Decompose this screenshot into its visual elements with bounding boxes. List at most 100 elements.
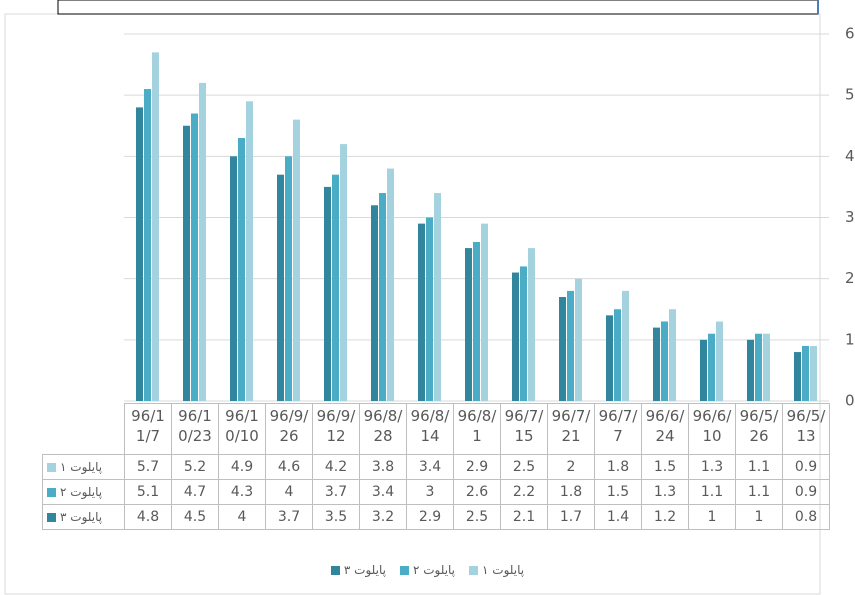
bar [512, 272, 519, 401]
table-value: 0.8 [782, 504, 830, 530]
legend-key [330, 566, 340, 575]
legend-key [47, 513, 56, 522]
x-tick-label: 96/8/28 [359, 403, 407, 455]
table-value: 0.9 [782, 454, 830, 480]
data-table: 96/11/7 96/10/23 96/10/10 96/9/26 96/9/12 96/… [42, 403, 830, 530]
table-value: 3.2 [359, 504, 407, 530]
bar [183, 125, 190, 401]
bar [465, 248, 472, 401]
legend-key [47, 488, 56, 497]
bar [332, 174, 339, 401]
table-value: 4 [218, 504, 266, 530]
table-value: 5.1 [124, 479, 172, 505]
table-value: 2.6 [453, 479, 501, 505]
bar [794, 352, 801, 401]
y-tick-label: 6 [845, 25, 855, 43]
table-value: 2.2 [500, 479, 548, 505]
table-value: 4.2 [312, 454, 360, 480]
bar [653, 327, 660, 401]
clipped-table-strip [57, 0, 819, 15]
series-name: پایلوت ۳ [60, 510, 103, 524]
table-value: 4.7 [171, 479, 219, 505]
bar [340, 144, 347, 401]
x-tick-label: 96/11/7 [124, 403, 172, 455]
table-row: پایلوت ۳ 4.8 4.5 4 3.7 3.5 3.2 2.9 2.5 2.1 1.7 1.4 1… [42, 504, 830, 530]
table-value: 1.8 [547, 479, 595, 505]
table-value: 1.4 [594, 504, 642, 530]
bar [144, 89, 151, 402]
bar [418, 223, 425, 401]
table-header-row: 96/11/7 96/10/23 96/10/10 96/9/26 96/9/12 96/… [43, 403, 830, 455]
table-value: 1.1 [735, 479, 783, 505]
y-tick-label: 1 [845, 330, 855, 348]
table-value: 5.7 [124, 454, 172, 480]
table-value: 0.9 [782, 479, 830, 505]
table-value: 4.5 [171, 504, 219, 530]
table-value: 1.8 [594, 454, 642, 480]
table-value: 1.5 [641, 454, 689, 480]
bar [371, 205, 378, 401]
bar [763, 333, 770, 401]
legend-label: پایلوت ۳ [343, 563, 386, 577]
legend-item: پایلوت ۱ [469, 563, 524, 577]
y-tick-label: 5 [845, 86, 855, 104]
row-label: پایلوت ۳ [42, 504, 125, 530]
table-value: 1.3 [688, 454, 736, 480]
table-value: 4.3 [218, 479, 266, 505]
bar [622, 290, 629, 401]
table-value: 1 [735, 504, 783, 530]
row-label: پایلوت ۲ [42, 479, 125, 505]
bar [669, 309, 676, 401]
table-value: 4.9 [218, 454, 266, 480]
bar [481, 223, 488, 401]
table-value: 5.2 [171, 454, 219, 480]
table-value: 3.4 [359, 479, 407, 505]
bar [285, 156, 292, 401]
x-tick-label: 96/10/10 [218, 403, 266, 455]
table-value: 3.4 [406, 454, 454, 480]
series-name: پایلوت ۱ [60, 460, 103, 474]
x-tick-label: 96/7/21 [547, 403, 595, 455]
legend-item: پایلوت ۳ [330, 563, 386, 577]
legend-key [47, 463, 56, 472]
table-value: 1 [688, 504, 736, 530]
x-tick-label: 96/5/26 [735, 403, 783, 455]
y-tick-label: 2 [845, 269, 855, 287]
legend-key [469, 566, 479, 575]
x-tick-label: 96/7/7 [594, 403, 642, 455]
table-value: 2 [547, 454, 595, 480]
x-tick-label: 96/6/10 [688, 403, 736, 455]
bar [606, 315, 613, 401]
y-tick-label: 4 [845, 147, 855, 165]
bar [520, 266, 527, 401]
table-value: 2.1 [500, 504, 548, 530]
x-tick-label: 96/9/12 [312, 403, 360, 455]
x-tick-label: 96/9/26 [265, 403, 313, 455]
table-value: 1.1 [688, 479, 736, 505]
table-value: 1.2 [641, 504, 689, 530]
bar [661, 321, 668, 401]
y-tick-label: 0 [845, 392, 855, 410]
bar [810, 345, 817, 401]
table-value: 2.9 [406, 504, 454, 530]
bar [426, 217, 433, 401]
table-value: 3.5 [312, 504, 360, 530]
x-tick-label: 96/6/24 [641, 403, 689, 455]
table-row: پایلوت ۱ 5.7 5.2 4.9 4.6 4.2 3.8 3.4 2.9 2.5 2 1.8 1… [42, 454, 830, 480]
bar [324, 186, 331, 401]
bar [230, 156, 237, 401]
bar [708, 333, 715, 401]
legend-key [399, 566, 409, 575]
table-value: 3.8 [359, 454, 407, 480]
x-tick-label: 96/10/23 [171, 403, 219, 455]
bar [238, 137, 245, 401]
bar [559, 297, 566, 401]
legend-item: پایلوت ۲ [399, 563, 455, 577]
series-name: پایلوت ۲ [60, 485, 103, 499]
row-label: پایلوت ۱ [42, 454, 125, 480]
bar [755, 333, 762, 401]
bar [277, 174, 284, 401]
table-row: پایلوت ۲ 5.1 4.7 4.3 4 3.7 3.4 3 2.6 2.2 1.8 1.5 1.3… [42, 479, 830, 505]
